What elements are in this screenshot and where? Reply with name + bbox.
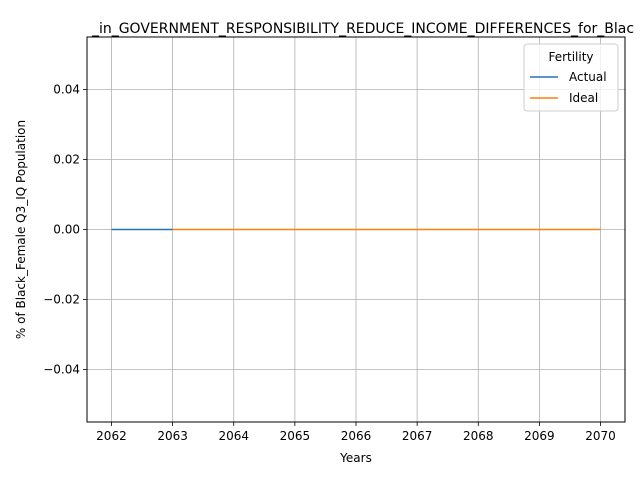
legend-label-actual: Actual [569, 70, 607, 84]
x-tick-label: 2063 [157, 429, 188, 443]
y-tick-label: −0.04 [43, 363, 80, 377]
legend: Fertility Actual Ideal [523, 43, 619, 112]
x-tick-label: 2064 [218, 429, 249, 443]
y-axis-label: % of Black_Female Q3_IQ Population [14, 120, 28, 339]
x-tick-label: 2068 [463, 429, 494, 443]
x-axis-ticks: 2062 2063 2064 2065 2066 2067 2068 2069 2070 [96, 422, 616, 443]
x-tick-label: 2066 [341, 429, 372, 443]
y-tick-label: 0.04 [53, 83, 80, 97]
legend-box [523, 43, 619, 112]
y-tick-label: 0.00 [53, 223, 80, 237]
x-tick-label: 2067 [402, 429, 433, 443]
x-tick-label: 2070 [585, 429, 616, 443]
legend-title: Fertility [548, 50, 593, 64]
y-tick-label: −0.02 [43, 293, 80, 307]
x-tick-label: 2062 [96, 429, 127, 443]
chart-title: _in_GOVERNMENT_RESPONSIBILITY_REDUCE_INC… [91, 21, 634, 37]
y-axis-ticks: 0.04 0.02 0.00 −0.02 −0.04 [43, 83, 87, 377]
legend-label-ideal: Ideal [569, 91, 598, 105]
x-tick-label: 2065 [280, 429, 311, 443]
y-tick-label: 0.02 [53, 153, 80, 167]
x-tick-label: 2069 [524, 429, 555, 443]
x-axis-label: Years [339, 451, 372, 465]
